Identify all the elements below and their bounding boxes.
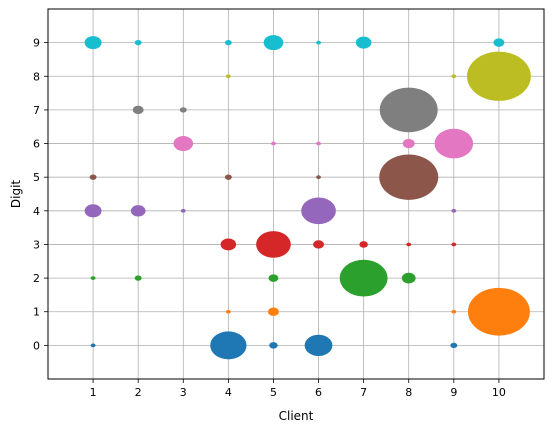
bubble-digit-9-client-4 (224, 39, 232, 46)
x-tick-label: 10 (492, 386, 506, 399)
bubble-digit-7-client-2 (132, 105, 144, 115)
bubble-digit-8-client-9 (451, 74, 457, 79)
x-tick-label: 8 (405, 386, 412, 399)
tick-layer: 1 2 3 4 5 6 7 8 9 10 0 1 2 3 4 5 6 7 8 9 (33, 37, 506, 399)
bubble-digit-5-client-8 (379, 154, 439, 200)
bubble-digit-0-client-4 (210, 331, 247, 360)
plot-frame (47, 8, 545, 380)
y-tick-label: 6 (33, 138, 40, 151)
bubble-digit-9-client-5 (263, 35, 284, 51)
bubble-digit-0-client-1 (90, 343, 96, 348)
y-tick-label: 4 (33, 205, 40, 218)
bubble-digit-6-client-3 (173, 135, 194, 152)
bubble-digit-9-client-2 (134, 39, 142, 46)
bubble-digit-9-client-6 (316, 40, 321, 45)
bubble-digit-8-client-4 (225, 74, 231, 79)
x-tick-label: 7 (360, 386, 367, 399)
y-tick-label: 8 (33, 70, 40, 83)
x-tick-label: 9 (450, 386, 457, 399)
grid-layer (48, 9, 544, 379)
bubble-digit-3-client-7 (359, 241, 368, 248)
bubble-digit-3-client-6 (313, 240, 325, 249)
y-tick-label: 2 (33, 272, 40, 285)
bubble-digit-3-client-9 (451, 242, 457, 247)
bubble-digit-1-client-5 (267, 307, 279, 316)
bubble-layer (84, 35, 531, 360)
bubble-digit-2-client-5 (268, 274, 279, 282)
bubble-digit-9-client-10 (493, 38, 505, 47)
bubble-digit-9-client-1 (84, 36, 102, 50)
bubble-digit-2-client-2 (134, 275, 142, 281)
bubble-digit-2-client-8 (401, 272, 416, 284)
y-tick-label: 3 (33, 238, 40, 251)
bubble-digit-4-client-1 (84, 204, 102, 218)
bubble-digit-7-client-8 (379, 87, 438, 133)
bubble-digit-1-client-9 (451, 309, 457, 314)
bubble-digit-6-client-8 (402, 138, 415, 149)
x-axis-label: Client (279, 409, 314, 423)
y-tick-label: 1 (33, 306, 40, 319)
x-tick-label: 3 (180, 386, 187, 399)
y-tick-label: 5 (33, 171, 40, 184)
bubble-digit-7-client-3 (179, 107, 187, 113)
bubble-digit-1-client-4 (225, 309, 231, 314)
bubble-digit-5-client-1 (89, 174, 97, 180)
bubble-digit-0-client-6 (304, 334, 333, 357)
y-tick-label: 0 (33, 339, 40, 352)
bubble-digit-2-client-1 (90, 276, 96, 280)
x-tick-label: 1 (90, 386, 97, 399)
bubble-digit-8-client-10 (466, 51, 531, 101)
bubble-digit-3-client-5 (256, 231, 291, 258)
bubble-digit-0-client-5 (269, 342, 278, 349)
bubble-digit-9-client-7 (355, 36, 372, 49)
x-tick-label: 4 (225, 386, 232, 399)
bubble-digit-4-client-6 (301, 197, 336, 225)
y-tick-label: 7 (33, 104, 40, 117)
x-tick-label: 5 (270, 386, 277, 399)
bubble-digit-5-client-6 (316, 175, 321, 180)
bubble-digit-6-client-5 (271, 141, 276, 146)
bubble-digit-1-client-10 (467, 287, 530, 336)
y-axis-label: Digit (9, 180, 23, 209)
bubble-digit-4-client-3 (180, 208, 186, 213)
bubble-digit-6-client-9 (434, 128, 474, 159)
x-tick-label: 2 (135, 386, 142, 399)
bubble-digit-2-client-7 (339, 259, 388, 297)
bubble-digit-4-client-9 (451, 208, 457, 213)
bubble-digit-0-client-9 (450, 342, 458, 349)
x-tick-label: 6 (315, 386, 322, 399)
bubble-digit-3-client-4 (220, 238, 237, 251)
bubble-digit-4-client-2 (130, 205, 146, 217)
bubble-digit-5-client-4 (224, 174, 232, 180)
y-tick-label: 9 (33, 37, 40, 50)
bubble-digit-6-client-6 (316, 141, 321, 146)
bubble-digit-3-client-8 (406, 242, 412, 247)
